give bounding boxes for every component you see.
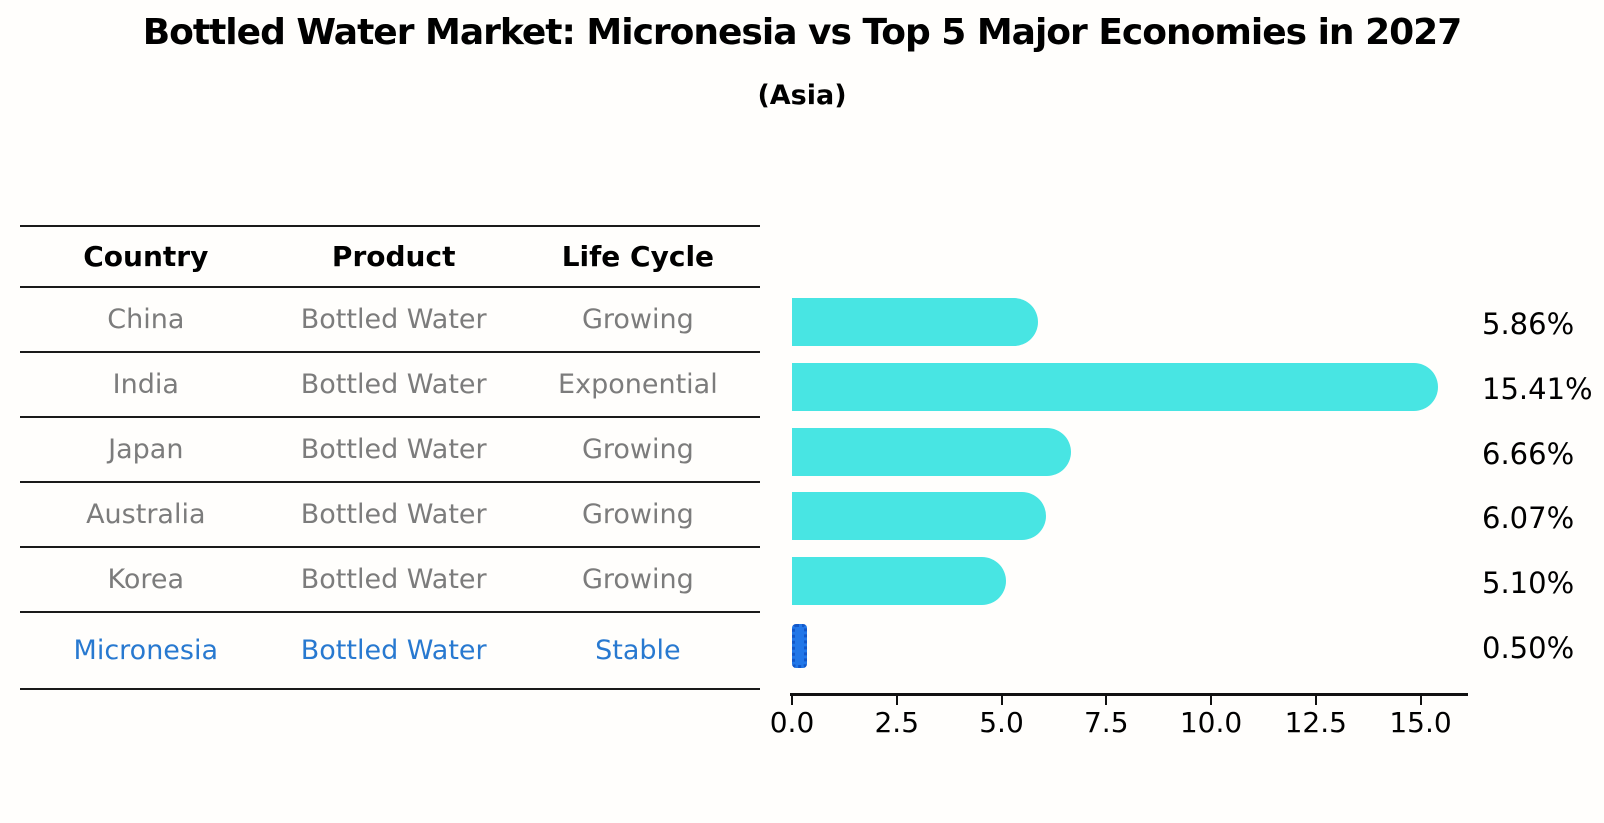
- table-header-country: Country: [83, 240, 209, 273]
- table-header-life-cycle: Life Cycle: [561, 240, 715, 273]
- bar-australia: [792, 492, 1047, 541]
- table-row-micronesia: Micronesia Bottled Water Stable: [20, 613, 760, 690]
- table-row-india: India Bottled Water Exponential: [20, 353, 760, 418]
- cell-product: Bottled Water: [300, 369, 487, 400]
- x-axis-tick: [1314, 695, 1317, 705]
- cell-product: Bottled Water: [300, 564, 487, 595]
- bar-india: [792, 362, 1438, 411]
- cell-country: Australia: [86, 499, 206, 530]
- table-row-australia: Australia Bottled Water Growing: [20, 483, 760, 548]
- table-row-japan: Japan Bottled Water Growing: [20, 418, 760, 483]
- x-axis-tick: [895, 695, 898, 705]
- bar-value-label-china: 5.86%: [1482, 307, 1575, 341]
- x-axis-tick-label: 12.5: [1284, 706, 1347, 739]
- bar-value-label-australia: 6.07%: [1482, 501, 1575, 536]
- bar-china: [792, 298, 1038, 346]
- country-table: Country Product Life Cycle China Bottled Wa…: [20, 225, 760, 690]
- cell-life-cycle: Growing: [581, 434, 694, 465]
- x-axis-tick-label: 0.0: [769, 706, 815, 739]
- cell-country: Korea: [107, 564, 185, 595]
- table-row-china: China Bottled Water Growing: [20, 288, 760, 353]
- x-axis-tick: [1105, 695, 1108, 705]
- table-body: China Bottled Water Growing India Bottled Wa…: [20, 288, 760, 690]
- cell-product: Bottled Water: [300, 635, 487, 666]
- x-axis-tick-label: 5.0: [979, 706, 1024, 739]
- cell-country: Japan: [108, 434, 184, 465]
- bar-micronesia: [792, 624, 807, 668]
- cell-life-cycle: Exponential: [558, 369, 718, 400]
- cell-country: China: [107, 304, 185, 335]
- cell-life-cycle: Stable: [595, 635, 681, 666]
- chart-title: Bottled Water Market: Micronesia vs Top …: [142, 12, 1463, 53]
- chart-subtitle: (Asia): [757, 80, 847, 111]
- bar-japan: [792, 427, 1072, 476]
- table-header-product: Product: [331, 240, 456, 273]
- x-axis-tick: [1210, 695, 1212, 705]
- cell-product: Bottled Water: [300, 304, 487, 335]
- bar-value-label-korea: 5.10%: [1482, 566, 1575, 601]
- bar-korea: [792, 557, 1006, 606]
- cell-product: Bottled Water: [300, 499, 487, 530]
- x-axis-tick: [791, 695, 793, 705]
- x-axis-tick-label: 7.5: [1083, 706, 1129, 739]
- x-axis-tick: [1419, 695, 1422, 705]
- x-axis-tick-label: 2.5: [874, 706, 920, 739]
- table-header-row: Country Product Life Cycle: [20, 225, 760, 288]
- x-axis-line: [790, 693, 1468, 696]
- bar-value-label-micronesia: 0.50%: [1482, 631, 1575, 665]
- cell-life-cycle: Growing: [581, 564, 694, 595]
- cell-life-cycle: Growing: [581, 304, 694, 335]
- bar-value-label-japan: 6.66%: [1482, 436, 1575, 471]
- bar-value-label-india: 15.41%: [1482, 371, 1593, 406]
- x-axis-tick-label: 10.0: [1179, 706, 1243, 739]
- cell-product: Bottled Water: [300, 434, 487, 465]
- cell-country: Micronesia: [73, 635, 219, 666]
- cell-life-cycle: Growing: [581, 499, 694, 530]
- x-axis-tick-label: 15.0: [1389, 706, 1452, 739]
- x-axis-tick: [1000, 695, 1003, 705]
- cell-country: India: [112, 369, 179, 400]
- table-row-korea: Korea Bottled Water Growing: [20, 548, 760, 613]
